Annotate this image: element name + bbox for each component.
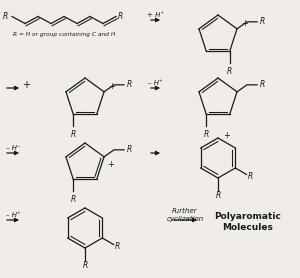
Text: R: R bbox=[260, 80, 265, 89]
Text: R: R bbox=[70, 130, 76, 139]
Text: – H⁻: – H⁻ bbox=[6, 145, 20, 151]
Text: R: R bbox=[114, 242, 120, 251]
Text: R = H or group containing C and H: R = H or group containing C and H bbox=[13, 32, 115, 37]
Text: +: + bbox=[241, 19, 248, 28]
Text: R: R bbox=[3, 12, 8, 21]
Text: +: + bbox=[107, 160, 114, 169]
Text: – H⁺: – H⁺ bbox=[6, 212, 20, 218]
Text: R: R bbox=[204, 130, 209, 139]
Text: Further
cyclization: Further cyclization bbox=[167, 208, 204, 222]
Text: R: R bbox=[215, 190, 220, 200]
Text: +: + bbox=[223, 130, 230, 140]
Text: R: R bbox=[260, 17, 265, 26]
Text: +: + bbox=[108, 82, 115, 91]
Text: R: R bbox=[70, 195, 76, 204]
Text: R: R bbox=[248, 172, 253, 181]
Text: R: R bbox=[127, 145, 132, 154]
Text: + H⁺: + H⁺ bbox=[147, 12, 164, 18]
Text: Polyaromatic
Molecules: Polyaromatic Molecules bbox=[214, 212, 281, 232]
Text: +: + bbox=[22, 80, 30, 90]
Text: R: R bbox=[227, 67, 232, 76]
Text: R: R bbox=[82, 260, 88, 269]
Text: R: R bbox=[118, 12, 123, 21]
Text: – H⁺: – H⁺ bbox=[148, 80, 163, 86]
Text: R: R bbox=[127, 80, 132, 89]
